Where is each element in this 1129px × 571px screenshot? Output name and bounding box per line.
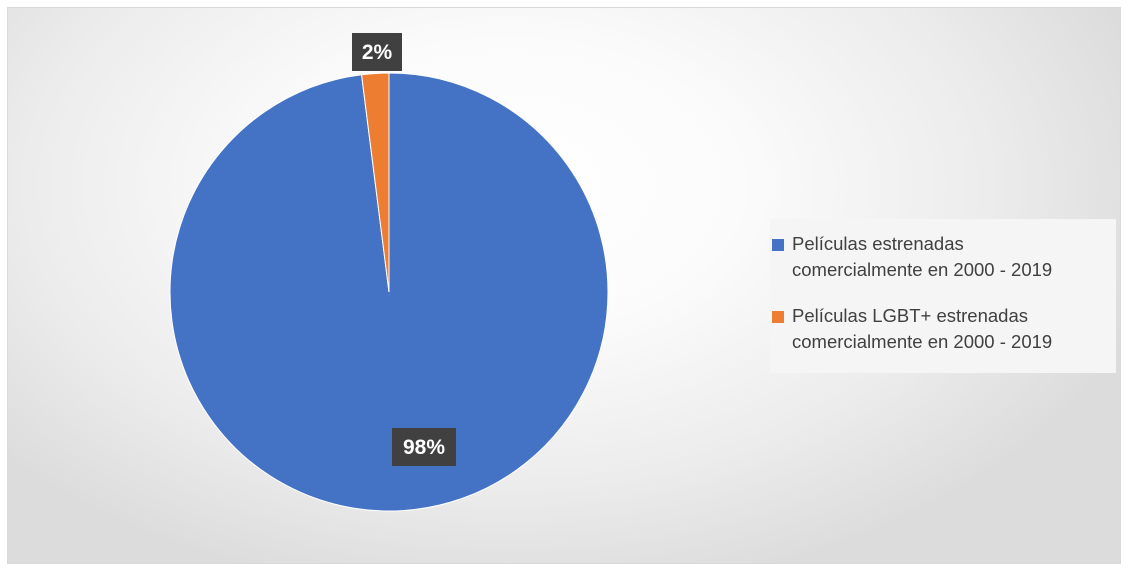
legend-item-lgbt-films: Películas LGBT+ estrenadas comercialment… [772, 303, 1116, 355]
pie-slices [169, 72, 609, 512]
legend-label-all-films-line1: Películas estrenadas [792, 233, 964, 254]
data-label-lgbt-films: 2% [352, 33, 402, 71]
pie-chart: 98% 2% [169, 33, 609, 512]
legend-swatch-lgbt-films [772, 311, 784, 323]
legend-label-lgbt-films-line1: Películas LGBT+ estrenadas [792, 305, 1029, 326]
chart-area: 98% 2% Películas estrenadas comercialment… [7, 7, 1121, 564]
pie-data-labels: 98% 2% [352, 33, 456, 466]
data-label-all-films: 98% [392, 428, 456, 466]
data-label-all-films-text: 98% [403, 436, 445, 459]
data-label-lgbt-films-text: 2% [362, 41, 393, 64]
legend-swatch-all-films [772, 239, 784, 251]
data-label-all-films-box [392, 428, 456, 466]
chart-legend: Películas estrenadas comercialmente en 2… [770, 219, 1116, 373]
legend-label-all-films-line2: comercialmente en 2000 - 2019 [792, 259, 1053, 280]
data-label-lgbt-films-box [352, 33, 402, 71]
legend-label-lgbt-films-line2: comercialmente en 2000 - 2019 [792, 331, 1053, 352]
legend-item-all-films: Películas estrenadas comercialmente en 2… [772, 231, 1116, 283]
pie-slice-lgbt-films [360, 72, 390, 293]
